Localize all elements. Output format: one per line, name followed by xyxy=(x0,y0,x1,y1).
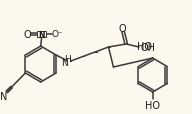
Text: O: O xyxy=(24,30,31,40)
Text: OH: OH xyxy=(141,43,156,53)
Text: H: H xyxy=(65,55,71,64)
Text: N: N xyxy=(0,91,7,101)
Text: N: N xyxy=(38,30,45,39)
Text: O: O xyxy=(118,24,126,34)
Text: HO: HO xyxy=(137,42,152,52)
Bar xyxy=(37,32,46,38)
Text: HO: HO xyxy=(145,100,160,110)
Text: O⁻: O⁻ xyxy=(51,29,63,38)
Text: N: N xyxy=(61,58,68,67)
